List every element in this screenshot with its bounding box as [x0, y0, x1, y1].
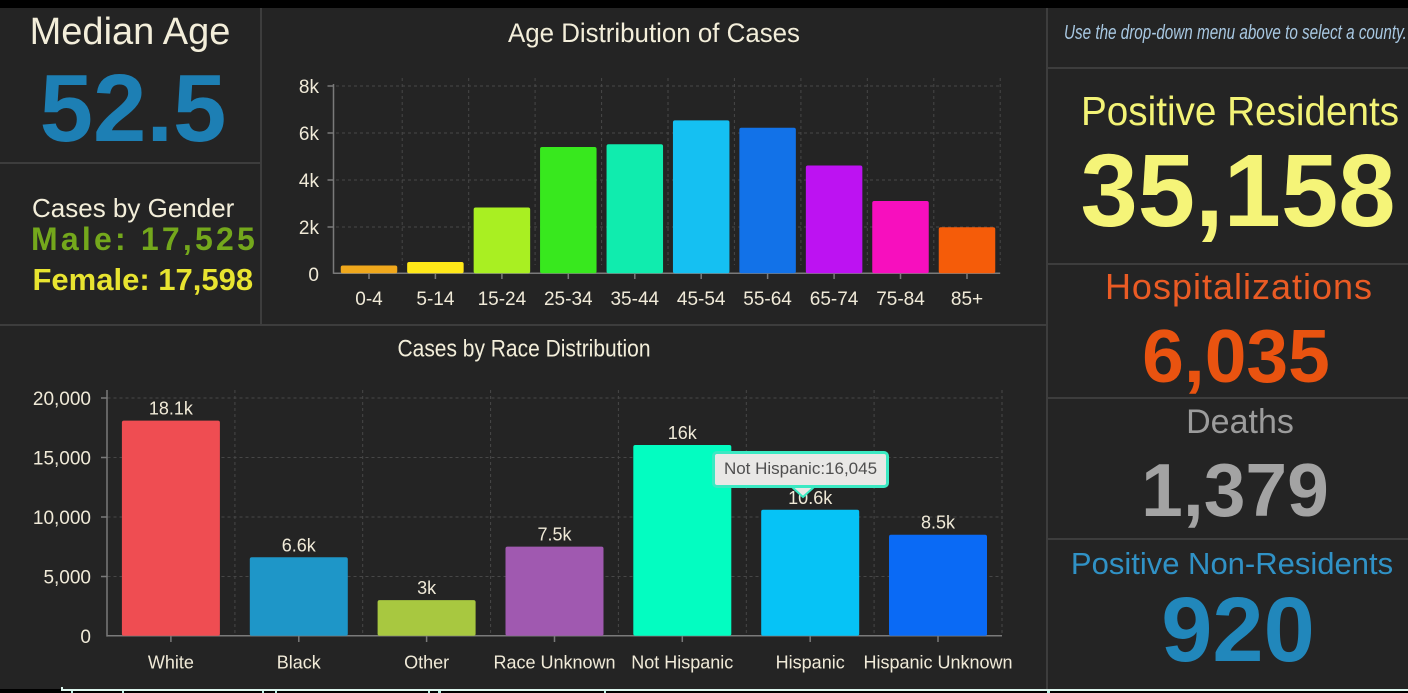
- svg-text:18.1k: 18.1k: [149, 399, 194, 419]
- svg-text:25-34: 25-34: [544, 289, 593, 310]
- svg-text:10,000: 10,000: [33, 508, 91, 529]
- svg-text:3k: 3k: [417, 578, 437, 598]
- svg-text:5-14: 5-14: [416, 289, 454, 310]
- svg-text:4k: 4k: [299, 171, 320, 192]
- svg-text:Black: Black: [277, 653, 322, 673]
- svg-text:35-44: 35-44: [610, 289, 659, 310]
- svg-text:0: 0: [308, 265, 319, 286]
- svg-text:Hispanic Unknown: Hispanic Unknown: [863, 653, 1012, 673]
- svg-text:Cases by Race Distribution: Cases by Race Distribution: [398, 336, 651, 363]
- svg-text:0-4: 0-4: [355, 289, 383, 310]
- svg-text:0: 0: [80, 627, 91, 648]
- svg-text:8k: 8k: [299, 77, 320, 98]
- svg-text:Age Distribution of Cases: Age Distribution of Cases: [508, 18, 800, 48]
- svg-text:Other: Other: [404, 653, 449, 673]
- svg-text:2k: 2k: [299, 218, 320, 239]
- svg-text:6k: 6k: [299, 124, 320, 145]
- svg-text:White: White: [148, 653, 194, 673]
- svg-text:45-54: 45-54: [677, 289, 726, 310]
- svg-text:20,000: 20,000: [33, 389, 91, 410]
- svg-text:75-84: 75-84: [876, 289, 925, 310]
- svg-text:Race Unknown: Race Unknown: [493, 653, 615, 673]
- svg-text:65-74: 65-74: [810, 289, 859, 310]
- svg-text:5,000: 5,000: [43, 568, 91, 589]
- svg-text:15-24: 15-24: [478, 289, 527, 310]
- svg-text:85+: 85+: [951, 289, 983, 310]
- svg-text:6.6k: 6.6k: [282, 535, 317, 555]
- svg-text:8.5k: 8.5k: [921, 513, 956, 533]
- svg-text:7.5k: 7.5k: [537, 525, 572, 545]
- svg-text:16k: 16k: [668, 423, 698, 443]
- svg-text:55-64: 55-64: [743, 289, 792, 310]
- svg-text:Hispanic: Hispanic: [776, 653, 845, 673]
- svg-text:15,000: 15,000: [33, 449, 91, 470]
- svg-text:Not Hispanic: Not Hispanic: [631, 653, 733, 673]
